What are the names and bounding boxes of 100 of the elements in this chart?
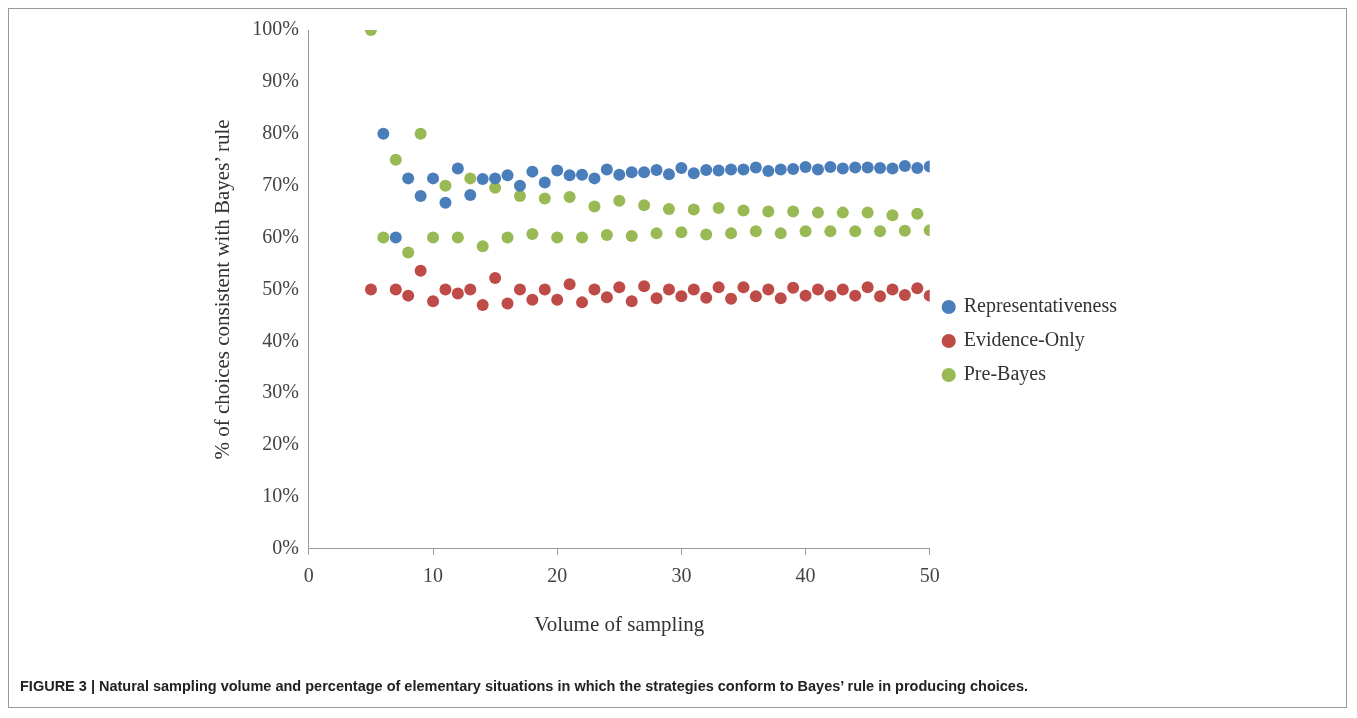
x-tick-label: 40: [795, 564, 816, 587]
point: [811, 283, 824, 296]
point: [836, 162, 849, 175]
point: [799, 225, 812, 238]
point: [787, 205, 800, 218]
point: [551, 293, 564, 306]
point: [551, 164, 564, 177]
y-tick-label: 80%: [262, 121, 299, 144]
point: [513, 190, 526, 203]
point: [700, 291, 713, 304]
point: [501, 297, 514, 310]
point: [687, 283, 700, 296]
point: [774, 163, 787, 176]
x-tick-label: 50: [919, 564, 940, 587]
point: [824, 289, 837, 302]
point: [501, 231, 514, 244]
point: [563, 191, 576, 204]
point: [874, 225, 887, 238]
point: [911, 282, 924, 295]
point: [389, 153, 402, 166]
x-tick-label: 20: [547, 564, 568, 587]
point: [774, 292, 787, 305]
point: [886, 209, 899, 222]
point: [427, 231, 440, 244]
point: [650, 164, 663, 177]
point: [588, 200, 601, 213]
y-tick-label: 10%: [262, 484, 299, 507]
point: [402, 246, 415, 259]
point: [886, 162, 899, 175]
point: [898, 289, 911, 302]
point: [799, 160, 812, 173]
y-tick-label: 70%: [262, 172, 299, 195]
point: [389, 231, 402, 244]
point: [874, 162, 887, 174]
y-axis-title: % of choices consistent with Bayes’ rule: [210, 119, 235, 460]
point: [613, 281, 626, 294]
point: [439, 196, 452, 209]
point: [389, 283, 402, 296]
point: [538, 176, 551, 189]
point: [849, 225, 862, 238]
x-tick-label: 30: [671, 564, 692, 587]
point: [650, 227, 663, 240]
point: [650, 292, 663, 305]
y-tick-label: 20%: [262, 432, 299, 455]
point: [576, 231, 589, 244]
point: [725, 227, 738, 240]
point: [849, 289, 862, 302]
point: [749, 290, 762, 303]
point: [501, 169, 514, 182]
point: [476, 172, 489, 185]
point: [774, 227, 787, 240]
point: [836, 283, 849, 296]
y-tick-label: 50%: [262, 276, 299, 299]
point: [811, 206, 824, 219]
point: [861, 206, 874, 219]
point: [898, 159, 911, 172]
point: [538, 283, 551, 296]
point: [538, 192, 551, 205]
point: [613, 168, 626, 181]
point: [451, 231, 464, 244]
point: [638, 166, 651, 179]
point: [625, 166, 638, 179]
point: [849, 161, 862, 174]
point: [787, 281, 800, 294]
point: [526, 227, 539, 240]
point: [600, 163, 613, 176]
point: [464, 283, 477, 296]
point: [898, 224, 911, 237]
point: [563, 278, 576, 291]
point: [451, 287, 464, 300]
point: [414, 190, 427, 203]
point: [861, 281, 874, 294]
point: [377, 231, 390, 244]
point: [712, 281, 725, 294]
point: [588, 172, 601, 185]
point: [625, 229, 638, 242]
point: [911, 162, 924, 174]
point: [364, 283, 377, 296]
point: [526, 165, 539, 178]
point: [737, 204, 750, 217]
point: [675, 290, 688, 303]
point: [662, 202, 675, 215]
point: [700, 228, 713, 241]
y-tick-label: 30%: [262, 380, 299, 403]
legend-label: Evidence-Only: [963, 328, 1085, 352]
point: [526, 293, 539, 306]
point: [712, 164, 725, 177]
point: [824, 160, 837, 173]
legend-label: Pre-Bayes: [963, 362, 1047, 386]
point: [886, 283, 899, 296]
point: [563, 169, 576, 182]
x-tick-label: 0: [303, 564, 314, 587]
point: [377, 127, 390, 140]
point: [861, 161, 874, 174]
point: [439, 179, 452, 192]
point: [439, 283, 452, 296]
point: [687, 203, 700, 216]
point: [799, 289, 812, 302]
point: [762, 205, 775, 218]
point: [489, 172, 502, 185]
